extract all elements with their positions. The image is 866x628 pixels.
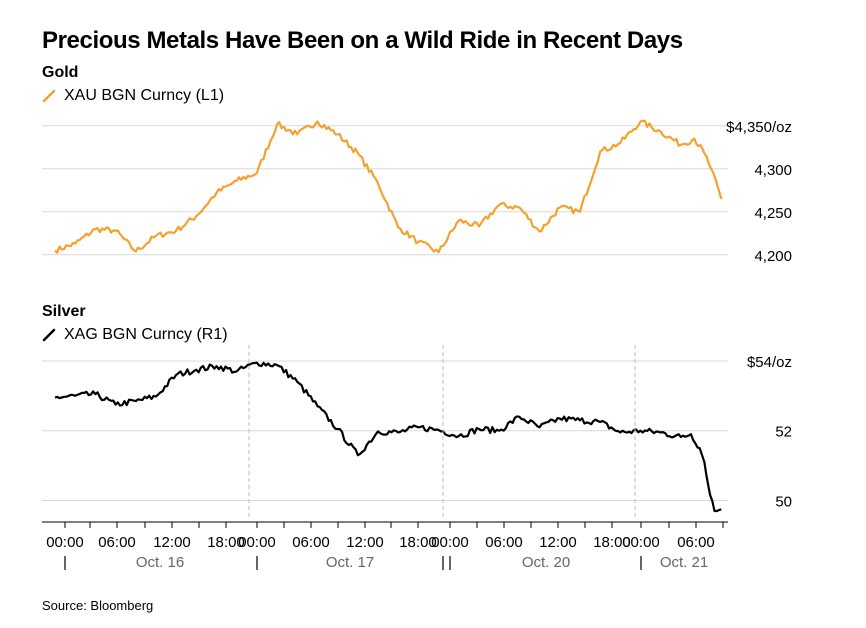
y-tick-label: 50 — [775, 494, 792, 511]
x-time-label: 06:00 — [677, 534, 715, 551]
silver-series-line — [54, 361, 722, 513]
panel-silver: $54/oz 52 50 — [42, 354, 792, 513]
chart-title: Precious Metals Have Been on a Wild Ride… — [42, 27, 683, 54]
x-date-label: Oct. 17 — [326, 554, 374, 571]
gold-series-line — [54, 119, 723, 254]
x-date-label: Oct. 16 — [136, 554, 184, 571]
x-time-label: 06:00 — [98, 534, 136, 551]
y-tick-label: 4,250 — [754, 205, 792, 222]
gold-legend: XAU BGN Curncy (L1) — [42, 87, 224, 105]
x-time-label: 18:00 — [207, 534, 245, 551]
x-time-label: 18:00 — [593, 534, 631, 551]
x-date-label: Oct. 21 — [660, 554, 708, 571]
panel-gold: $4,350/oz 4,300 4,250 4,200 — [42, 119, 792, 265]
silver-legend: XAG BGN Curncy (R1) — [42, 326, 228, 344]
x-time-label: 12:00 — [539, 534, 577, 551]
x-time-label: 00:00 — [238, 534, 276, 551]
x-date-label: Oct. 20 — [522, 554, 570, 571]
y-tick-label: 4,300 — [754, 162, 792, 179]
y-tick-label: $4,350/oz — [726, 119, 792, 136]
x-time-label: 00:00 — [431, 534, 469, 551]
x-time-label: 06:00 — [485, 534, 523, 551]
gold-legend-swatch-icon — [42, 89, 56, 103]
silver-legend-label: XAG BGN Curncy (R1) — [64, 326, 228, 343]
x-time-label: 00:00 — [46, 534, 84, 551]
x-time-label: 12:00 — [153, 534, 191, 551]
gold-legend-label: XAU BGN Curncy (L1) — [64, 87, 225, 104]
gold-panel-title: Gold — [42, 64, 79, 81]
x-time-label: 06:00 — [292, 534, 330, 551]
y-tick-label: $54/oz — [747, 354, 792, 371]
y-tick-label: 4,200 — [754, 248, 792, 265]
silver-panel-title: Silver — [42, 303, 86, 320]
silver-legend-swatch-icon — [42, 328, 56, 342]
y-tick-label: 52 — [775, 424, 792, 441]
x-time-label: 12:00 — [346, 534, 384, 551]
x-time-label: 18:00 — [399, 534, 437, 551]
source-note: Source: Bloomberg — [42, 598, 154, 613]
x-time-label: 00:00 — [622, 534, 660, 551]
